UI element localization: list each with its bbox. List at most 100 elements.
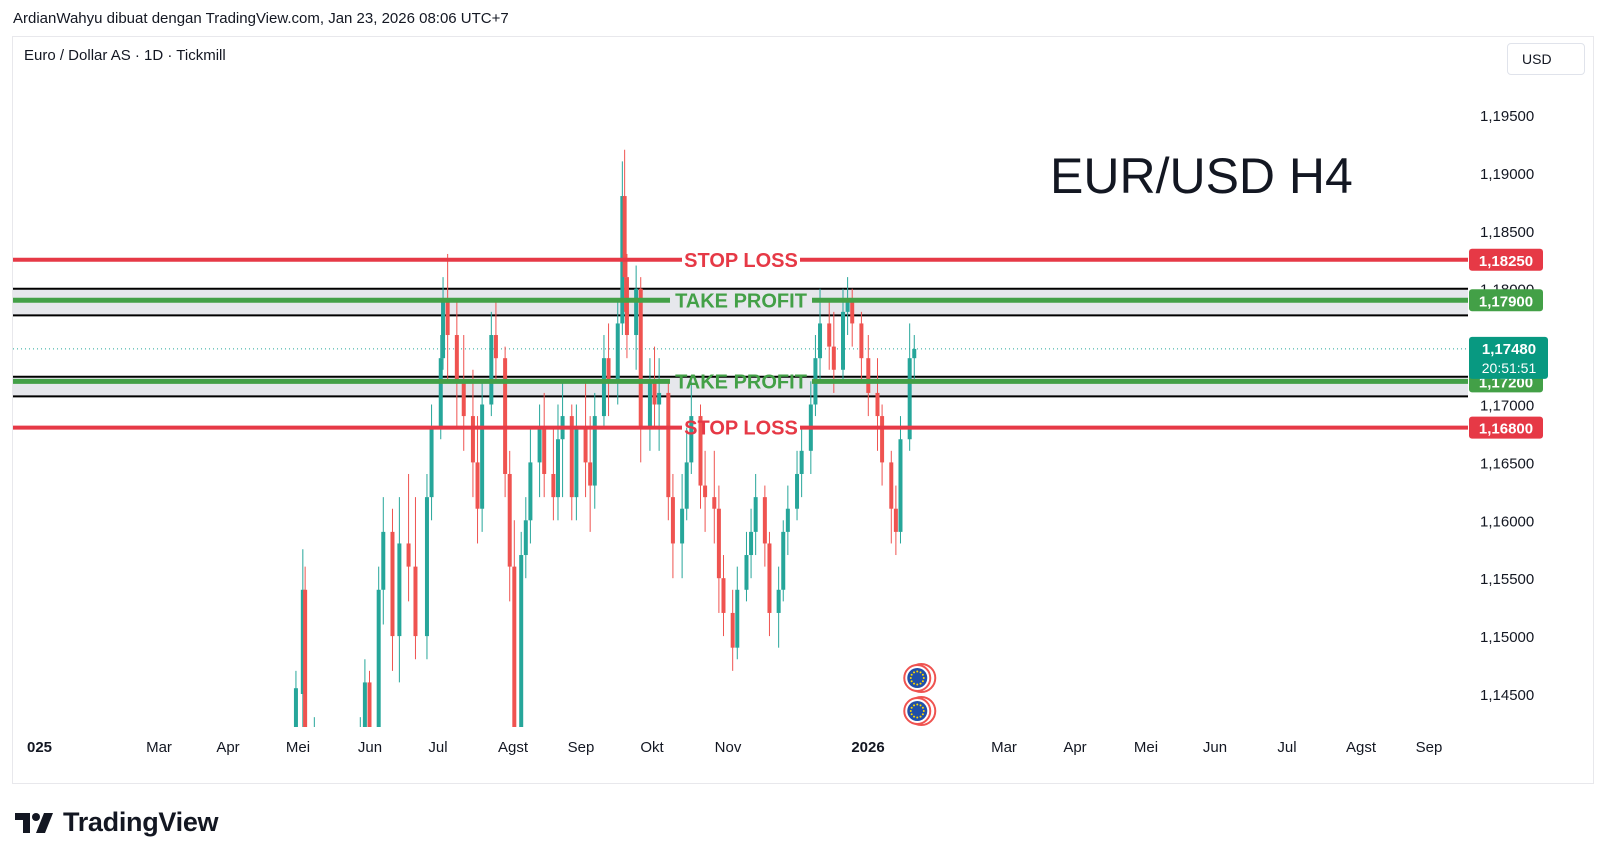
marker-star	[913, 682, 916, 685]
candle-body	[303, 589, 308, 727]
candle-body	[716, 508, 721, 579]
candle-body	[413, 566, 418, 637]
marker-star	[921, 706, 924, 709]
x-tick-label: Sep	[1416, 739, 1443, 756]
candle-body	[523, 520, 528, 556]
candle-body	[300, 589, 305, 694]
y-tick-label: 1,17000	[1480, 398, 1534, 415]
symbol-title[interactable]: Euro / Dollar AS · 1D · Tickmill	[24, 47, 226, 64]
last-price-label: 1,17480	[1482, 341, 1536, 358]
x-tick-label: 2026	[851, 739, 884, 756]
candle-body	[583, 427, 588, 463]
brand[interactable]: TradingView	[15, 807, 219, 838]
candle-body	[429, 427, 434, 498]
x-tick-label: Apr	[216, 739, 239, 756]
candle-body	[845, 300, 850, 312]
candle-body	[880, 416, 885, 463]
labels-layer: 1,182501,179001,172001,168001,1748020:51…	[1469, 248, 1548, 439]
marker-star	[921, 713, 924, 716]
marker-star	[910, 706, 913, 709]
candle-body	[551, 473, 556, 498]
x-tick-label: Jul	[428, 739, 447, 756]
candle-body	[889, 462, 894, 509]
candle-body	[859, 323, 864, 359]
price-tag-label: 1,16800	[1479, 421, 1533, 438]
marker-star	[916, 703, 919, 706]
x-tick-label: Mar	[991, 739, 1017, 756]
candle-body	[519, 555, 524, 727]
marker-star	[922, 677, 925, 679]
candle-body	[850, 300, 855, 324]
last-price-tag	[1469, 336, 1548, 379]
candle-body	[537, 427, 542, 463]
candle-body	[528, 462, 533, 521]
x-tick-label: Sep	[568, 739, 595, 756]
take-profit-label: TAKE PROFIT	[675, 290, 807, 312]
candle-body	[875, 392, 880, 417]
candle-body	[454, 335, 459, 382]
candle-body	[489, 335, 494, 405]
candle-body	[652, 381, 657, 405]
currency-selector[interactable]: USD	[1507, 43, 1585, 75]
eu-flag-icon	[903, 663, 937, 693]
marker-star	[916, 683, 919, 686]
price-tag-label: 1,17900	[1479, 293, 1533, 310]
marker-star	[919, 671, 922, 674]
x-tick-label: Apr	[1063, 739, 1086, 756]
countdown-label: 20:51:51	[1482, 360, 1537, 376]
chart-title: EUR/USD H4	[1050, 148, 1353, 204]
candle-body	[606, 358, 611, 382]
candle-body	[493, 335, 498, 359]
candle-body	[470, 416, 475, 463]
marker-star	[922, 710, 925, 712]
marker-star	[910, 673, 913, 676]
candle-body	[475, 462, 480, 509]
candle-body	[362, 682, 367, 727]
brand-name: TradingView	[63, 807, 219, 837]
candle-body	[367, 682, 372, 727]
levels-layer: STOP LOSS TAKE PROFIT TAKE PROFIT STOP LOSS	[13, 250, 1468, 440]
candle-body	[615, 323, 620, 382]
candle-body	[622, 196, 627, 278]
candle-body	[441, 300, 446, 359]
candle-body	[503, 358, 508, 474]
candle-body	[721, 578, 726, 613]
candle-body	[542, 427, 547, 474]
candle-body	[592, 416, 597, 486]
candle-body	[680, 508, 685, 544]
y-tick-label: 1,19500	[1480, 108, 1534, 125]
candle-body	[397, 543, 402, 637]
candle-body	[912, 348, 917, 359]
candle-body	[776, 589, 781, 613]
candle-body	[698, 416, 703, 486]
y-tick-label: 1,16000	[1480, 513, 1534, 530]
candle-body	[781, 531, 786, 590]
y-tick-label: 1,19000	[1480, 166, 1534, 183]
candle-body	[818, 323, 823, 359]
x-tick-label: Agst	[498, 739, 529, 756]
stop-loss-label: STOP LOSS	[684, 250, 798, 272]
candle-body	[907, 358, 912, 440]
price-tag	[1469, 289, 1543, 312]
candle-body	[670, 497, 675, 544]
marker-star	[913, 704, 916, 707]
price-tag	[1469, 248, 1543, 271]
x-tick-label: Okt	[640, 739, 664, 756]
candle-body	[634, 288, 639, 336]
candle-body	[588, 462, 593, 486]
y-tick-label: 1,16500	[1480, 455, 1534, 472]
x-tick-label: Jul	[1277, 739, 1296, 756]
candle-body	[574, 427, 579, 498]
candle-body	[381, 531, 386, 590]
attribution-text: ArdianWahyu dibuat dengan TradingView.co…	[13, 10, 509, 27]
y-tick-label: 1,15000	[1480, 629, 1534, 646]
candle-body	[866, 358, 871, 393]
candle-body	[406, 543, 411, 567]
candle-body	[312, 729, 316, 775]
price-tag-label: 1,18250	[1479, 253, 1533, 270]
candle-body	[785, 508, 790, 532]
candle-body	[735, 589, 740, 648]
candle-body	[638, 288, 643, 428]
candle-body	[438, 358, 443, 428]
